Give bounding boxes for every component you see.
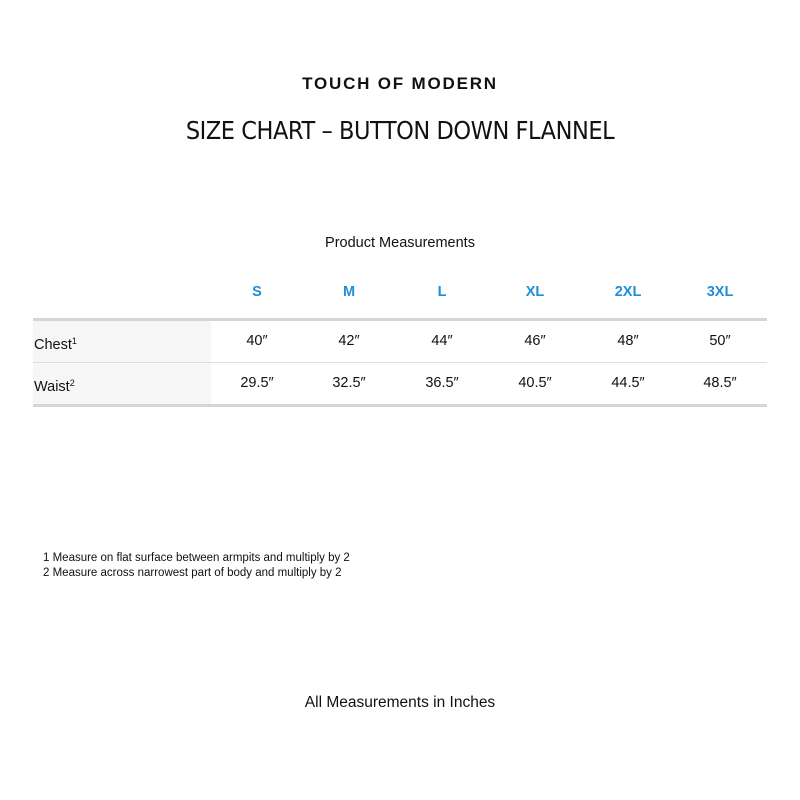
size-header: L	[437, 284, 447, 300]
brand-logo: TOUCH OF MODERN	[302, 74, 498, 93]
table-cell: 50″	[709, 333, 731, 349]
footnote-ref: 2	[69, 378, 75, 388]
footnotes: 1 Measure on flat surface between armpit…	[43, 551, 350, 581]
page-title: SIZE CHART – BUTTON DOWN FLANNEL	[185, 116, 615, 145]
footnote: 2 Measure across narrowest part of body …	[43, 567, 342, 579]
table-cell: 46″	[524, 333, 546, 349]
size-table: S M L XL 2XL 3XL Chest1 40″ 42″ 44″ 46″ 48″ 50″ Wais…	[33, 278, 767, 407]
size-header: 2XL	[614, 284, 642, 300]
size-header: 3XL	[706, 284, 734, 300]
table-cell: 42″	[338, 333, 360, 349]
table-cell: 44.5″	[611, 375, 645, 391]
row-label: Waist2	[33, 363, 211, 404]
table-row: Waist2 29.5″ 32.5″ 36.5″ 40.5″ 44.5″ 48.5″	[33, 362, 767, 407]
size-header: S	[252, 284, 262, 300]
size-header: M	[342, 284, 356, 300]
table-cell: 40″	[246, 333, 268, 349]
row-label: Chest1	[33, 321, 211, 362]
table-cell: 48″	[617, 333, 639, 349]
table-cell: 40.5″	[518, 375, 552, 391]
table-row: Chest1 40″ 42″ 44″ 46″ 48″ 50″	[33, 318, 767, 362]
units-note: All Measurements in Inches	[304, 694, 496, 711]
row-label-text: Chest	[34, 337, 72, 353]
table-cell: 44″	[431, 333, 453, 349]
table-cell: 36.5″	[425, 375, 459, 391]
size-header: XL	[525, 284, 545, 300]
table-cell: 29.5″	[240, 375, 274, 391]
footnote: 1 Measure on flat surface between armpit…	[43, 552, 350, 564]
table-caption: Product Measurements	[325, 235, 475, 251]
footnote-ref: 1	[71, 336, 77, 346]
size-header-row: S M L XL 2XL 3XL	[33, 278, 767, 318]
table-cell: 32.5″	[332, 375, 366, 391]
table-cell: 48.5″	[703, 375, 737, 391]
row-label-text: Waist	[34, 379, 70, 395]
